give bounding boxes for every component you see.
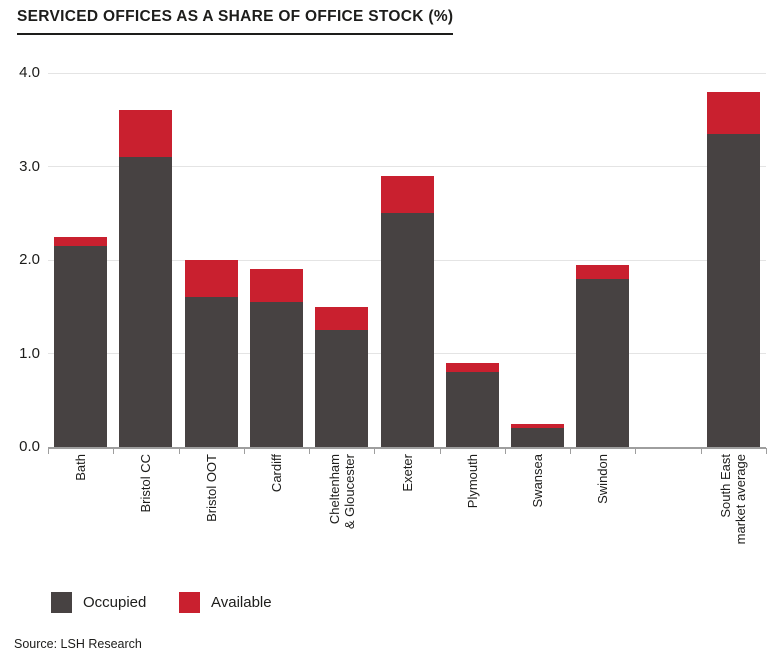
source-note: Source: LSH Research: [14, 637, 142, 651]
x-axis-category-label: South East market average: [718, 454, 749, 545]
x-axis-tick: [570, 448, 572, 454]
x-axis-category-label: Exeter: [399, 454, 415, 492]
y-axis-tick-label: 2.0: [19, 251, 40, 268]
x-axis-tick: [700, 448, 702, 454]
bar-occupied: [706, 133, 760, 447]
x-axis-line: [48, 446, 766, 449]
bar-available: [315, 306, 369, 331]
bar-occupied: [315, 330, 369, 447]
legend-label-available: Available: [211, 594, 272, 611]
occupied-swatch-icon: [51, 592, 72, 613]
x-axis-tick: [48, 448, 49, 454]
x-axis-tick: [766, 448, 767, 454]
bar-occupied: [249, 302, 303, 447]
y-axis-tick-label: 4.0: [19, 64, 40, 81]
x-axis-category-label: Plymouth: [464, 454, 480, 509]
bar-available: [184, 260, 238, 298]
y-axis-tick-label: 1.0: [19, 344, 40, 362]
bar-occupied: [54, 245, 108, 447]
bar-available: [119, 110, 173, 158]
bar-occupied: [445, 372, 499, 447]
x-axis-category-label: Cardiff: [268, 454, 284, 493]
bar-occupied: [511, 428, 565, 447]
x-axis-category-label: Bristol OOT: [203, 454, 219, 522]
bar-occupied: [184, 297, 238, 447]
x-axis-tick: [113, 448, 115, 454]
x-axis-category-label: Swindon: [595, 454, 611, 504]
legend-label-occupied: Occupied: [83, 594, 147, 611]
x-axis-tick: [243, 448, 245, 454]
y-axis-tick-label: 3.0: [19, 157, 40, 175]
gridline: [48, 166, 766, 167]
y-axis-tick-label: 0.0: [19, 438, 40, 455]
x-axis-tick: [374, 448, 376, 454]
available-swatch-icon: [179, 592, 200, 613]
bar-occupied: [119, 157, 173, 447]
x-axis-tick: [309, 448, 311, 454]
x-axis-tick: [635, 448, 637, 454]
bar-occupied: [576, 278, 630, 447]
chart-title: SERVICED OFFICES AS A SHARE OF OFFICE ST…: [17, 8, 454, 35]
bar-available: [445, 362, 499, 373]
x-axis-category-label: Cheltenham & Gloucester: [326, 454, 357, 530]
bar-occupied: [380, 213, 434, 447]
bar-available: [249, 269, 303, 303]
bar-available: [54, 236, 108, 246]
x-axis-category-label: Bath: [73, 454, 89, 481]
legend-item-occupied: Occupied: [51, 592, 146, 613]
legend-item-available: Available: [179, 592, 272, 613]
bar-available: [511, 423, 565, 429]
x-axis-tick: [504, 448, 506, 454]
x-axis-tick: [439, 448, 441, 454]
bar-available: [576, 264, 630, 279]
bar-available: [706, 91, 760, 134]
x-axis-category-label: Swansea: [530, 454, 546, 508]
x-axis-tick: [178, 448, 180, 454]
x-axis-category-label: Bristol CC: [138, 454, 154, 513]
bar-available: [380, 175, 434, 214]
gridline: [48, 72, 766, 74]
